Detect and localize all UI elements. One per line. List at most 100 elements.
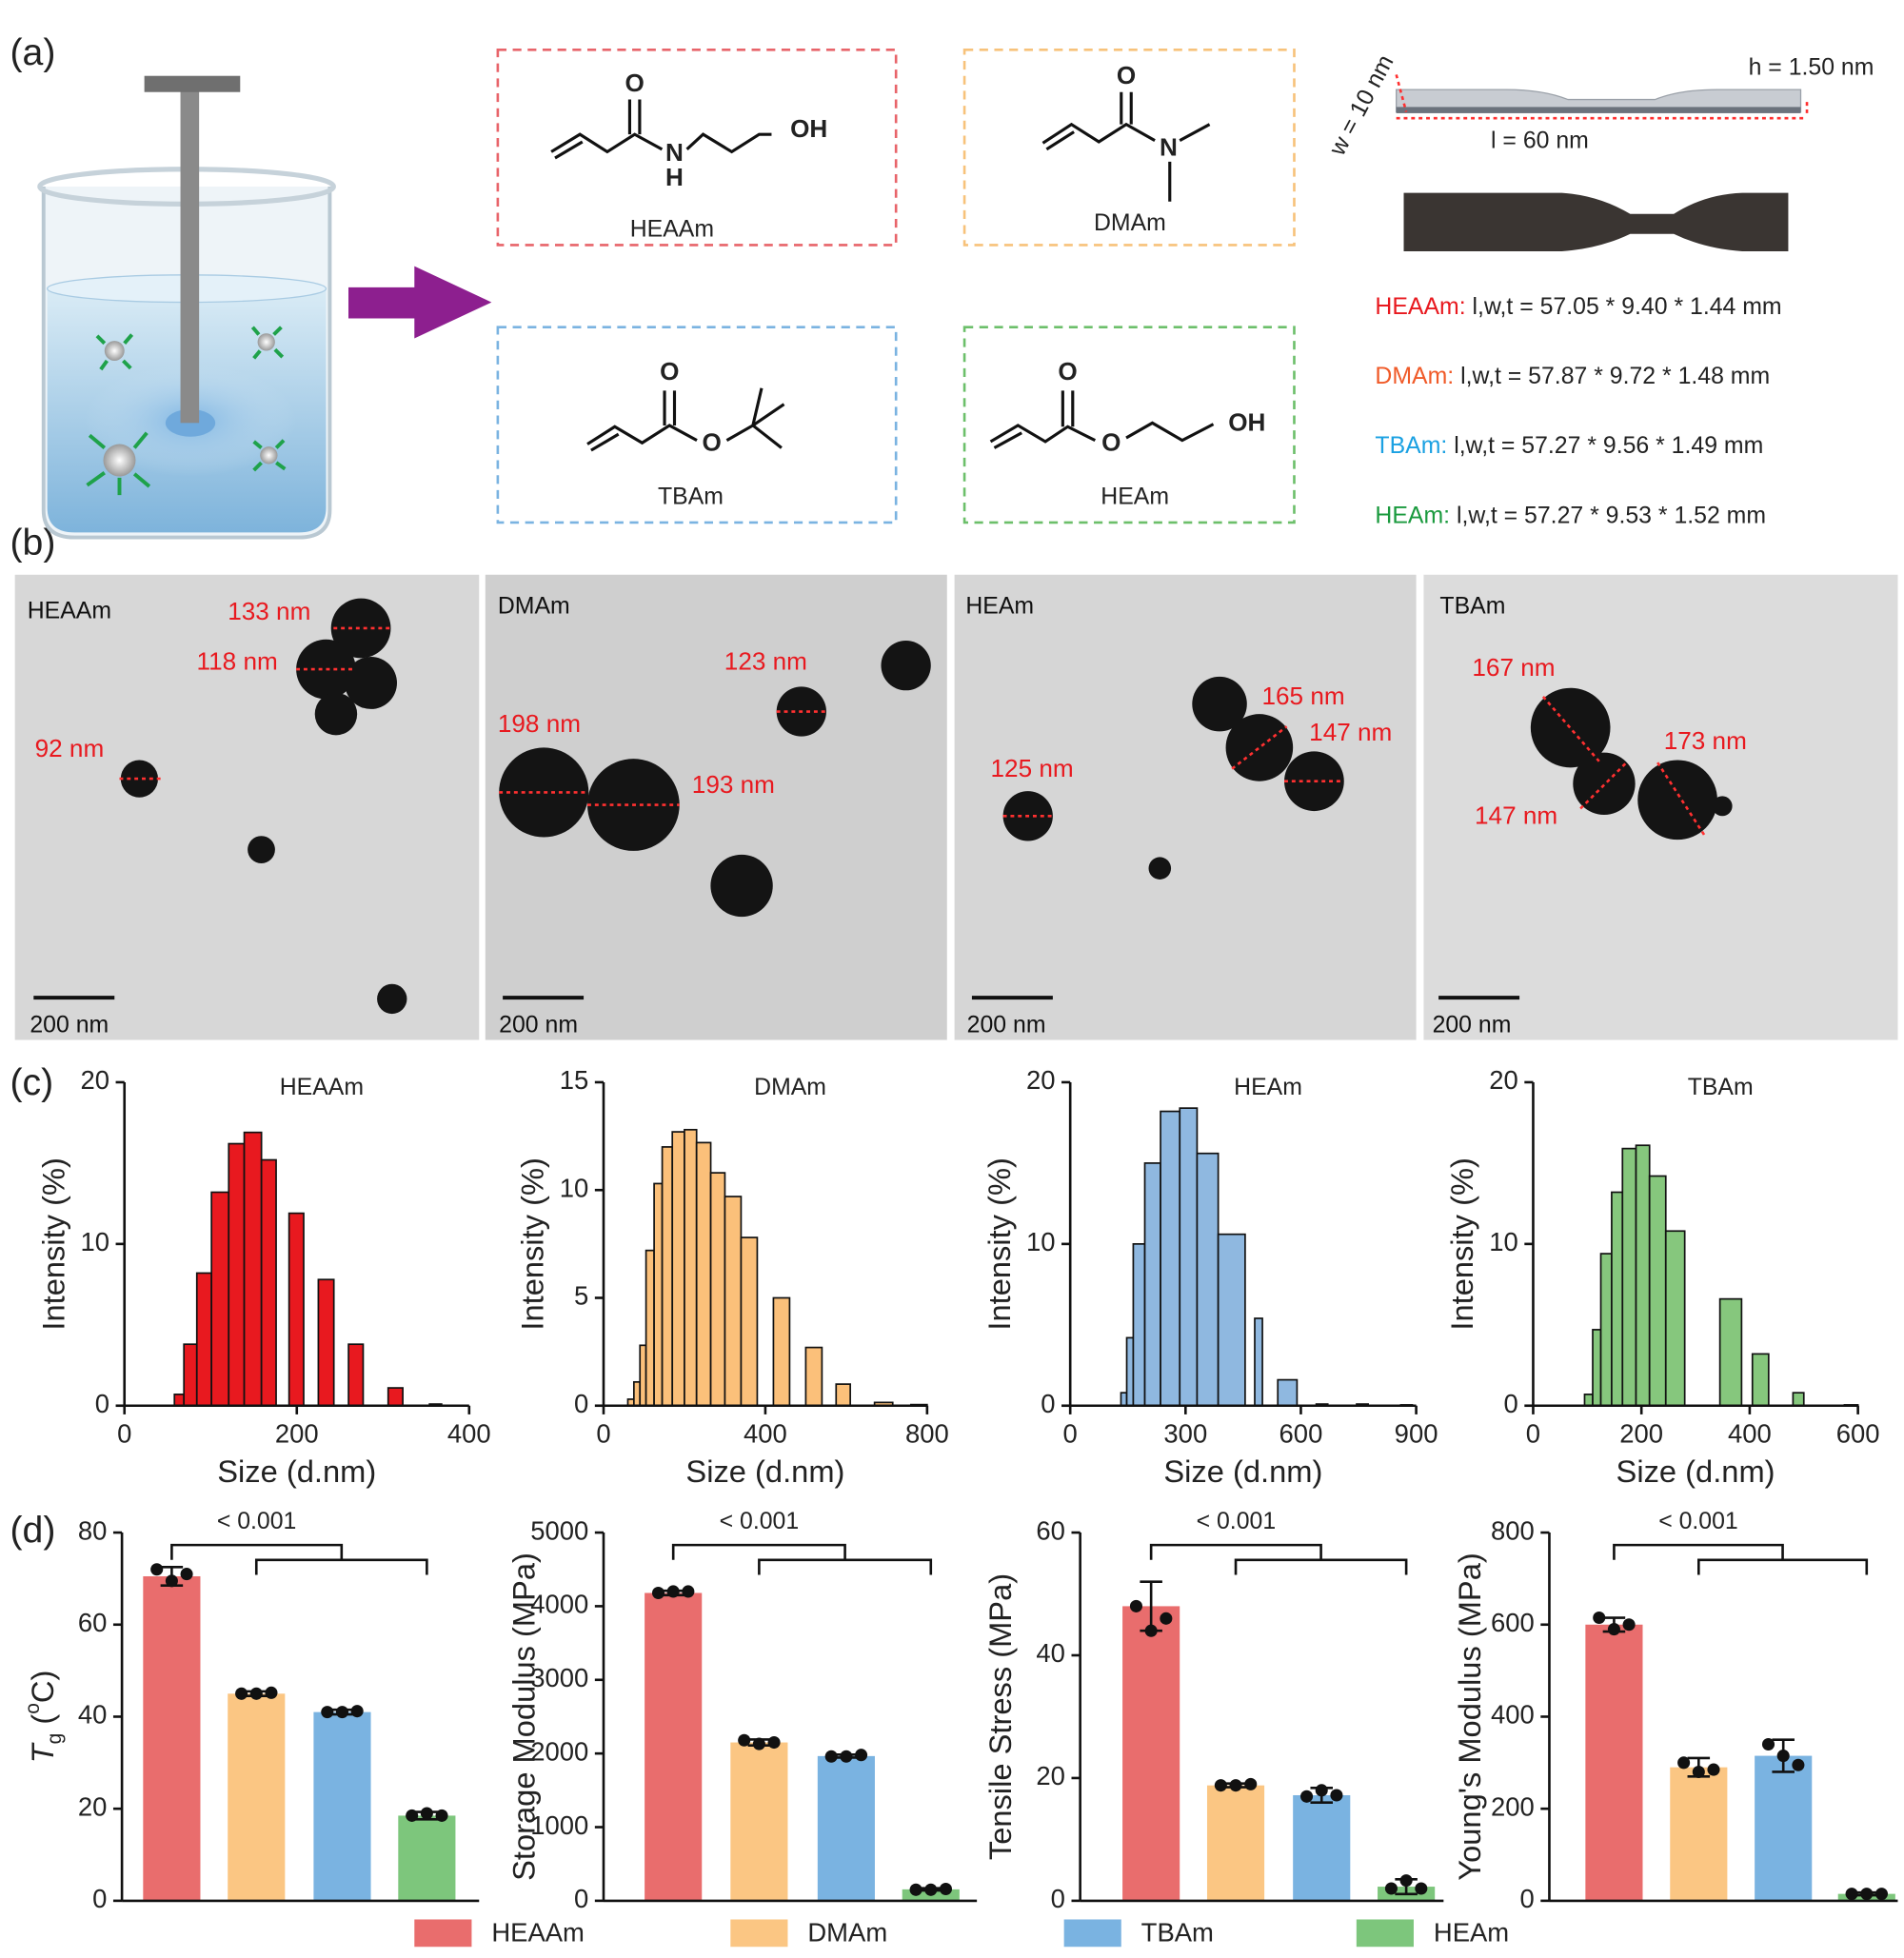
y-axis-label: Intensity (%) — [982, 1157, 1017, 1330]
data-point — [406, 1809, 419, 1822]
hist-bar — [1592, 1329, 1602, 1407]
significance-bracket — [170, 1543, 428, 1575]
x-tick-label: 300 — [1163, 1418, 1207, 1448]
hist-bar — [288, 1212, 305, 1407]
data-point — [1707, 1763, 1720, 1776]
hist-bar — [835, 1383, 851, 1407]
atom: O — [1101, 427, 1121, 456]
data-point — [1160, 1612, 1173, 1625]
legend-swatch — [1063, 1919, 1121, 1948]
atom: OH — [1228, 408, 1265, 437]
data-point — [909, 1883, 922, 1896]
y-tick-label: 0 — [574, 1389, 588, 1418]
specimen-model — [1396, 89, 1802, 113]
data-point — [1692, 1765, 1705, 1779]
hist-bar — [1751, 1353, 1770, 1407]
x-tick-label: 400 — [744, 1418, 787, 1448]
hist-bar — [709, 1172, 726, 1407]
y-tick-label: 800 — [1491, 1515, 1535, 1545]
hist-bar — [1792, 1392, 1805, 1407]
y-tick-label: 600 — [1491, 1608, 1535, 1637]
hist-bar — [645, 1249, 655, 1407]
data-point — [1129, 1599, 1142, 1612]
data-point — [682, 1585, 695, 1598]
x-axis-label: Size (d.nm) — [1616, 1454, 1775, 1489]
data-point — [1761, 1737, 1775, 1751]
tem-label: HEAm — [965, 593, 1034, 619]
size-label: 173 nm — [1664, 726, 1747, 755]
tem-label: DMAm — [498, 593, 570, 619]
dim-label: h = 1.50 nm — [1749, 54, 1874, 80]
hist-bar — [695, 1141, 712, 1407]
hist-bar — [210, 1191, 230, 1407]
data-point — [1244, 1777, 1258, 1790]
data-point — [924, 1883, 938, 1896]
data-point — [1144, 1624, 1158, 1637]
chart-title: HEAAm — [280, 1075, 364, 1100]
legend-label: DMAm — [807, 1917, 887, 1947]
y-tick-label: 0 — [1519, 1884, 1534, 1913]
hist-bar — [1217, 1233, 1246, 1407]
data-point — [1300, 1790, 1314, 1803]
structure — [550, 99, 772, 160]
bar — [817, 1755, 875, 1901]
hist-bar — [1611, 1191, 1624, 1407]
y-axis-label-part: T — [25, 1742, 60, 1763]
size-label: 193 nm — [692, 770, 775, 799]
hist-bar — [671, 1131, 685, 1407]
dimension-value: l,w,t = 57.27 * 9.53 * 1.52 mm — [1450, 503, 1766, 528]
data-point — [180, 1568, 193, 1581]
specimen-photo — [1403, 192, 1789, 251]
hist-bar — [347, 1343, 365, 1407]
hist-bar — [1196, 1152, 1220, 1407]
data-point — [265, 1686, 278, 1699]
chart-title: TBAm — [1688, 1075, 1754, 1100]
annotation: < 0.001 — [1197, 1509, 1277, 1534]
dimension-name: HEAAm: — [1375, 293, 1465, 319]
chart-title: DMAm — [754, 1075, 826, 1100]
annotation: < 0.001 — [720, 1509, 800, 1534]
legend-swatch — [1356, 1919, 1414, 1948]
data-point — [855, 1749, 868, 1762]
panel-label: (a) — [10, 32, 55, 73]
bar — [1670, 1767, 1728, 1901]
y-tick-label: 0 — [1504, 1389, 1518, 1418]
bar — [143, 1575, 201, 1901]
y-tick-label: 20 — [1036, 1761, 1065, 1790]
y-axis-label: Young's Modulus (MPa) — [1452, 1553, 1487, 1880]
x-tick-label: 400 — [447, 1418, 491, 1448]
x-tick-label: 200 — [275, 1418, 319, 1448]
size-label: 147 nm — [1475, 801, 1557, 830]
data-point — [150, 1563, 164, 1576]
monomer-name: HEAAm — [630, 216, 714, 242]
data-point — [249, 1687, 263, 1700]
dimension-name: TBAm: — [1375, 433, 1447, 459]
y-tick-label: 2000 — [530, 1736, 588, 1766]
data-point — [1593, 1611, 1606, 1625]
atom: O — [1058, 357, 1077, 386]
bar — [1755, 1755, 1813, 1901]
y-tick-label: 0 — [95, 1389, 109, 1418]
atom: H — [665, 163, 684, 191]
y-tick-label: 5 — [574, 1281, 588, 1311]
data-point — [1415, 1882, 1428, 1895]
data-point — [1607, 1623, 1620, 1636]
scale-label: 200 nm — [30, 1013, 109, 1038]
y-tick-label: 10 — [80, 1227, 109, 1256]
monomer-boxes — [496, 48, 1296, 524]
bar — [1122, 1606, 1180, 1901]
y-tick-label: 20 — [1026, 1065, 1056, 1095]
legend-swatch — [414, 1919, 472, 1948]
chart-title: HEAm — [1234, 1075, 1302, 1100]
tem-label: TBAm — [1439, 593, 1505, 619]
y-tick-label: 10 — [1026, 1227, 1056, 1256]
data-point — [1677, 1756, 1691, 1770]
bar — [1206, 1785, 1265, 1901]
structure — [989, 390, 1215, 449]
hist-bar — [1179, 1107, 1199, 1407]
x-tick-label: 900 — [1395, 1418, 1438, 1448]
data-point — [1874, 1888, 1889, 1901]
data-point — [235, 1687, 248, 1700]
y-tick-label: 20 — [1489, 1065, 1518, 1095]
hist-bar — [195, 1272, 212, 1407]
